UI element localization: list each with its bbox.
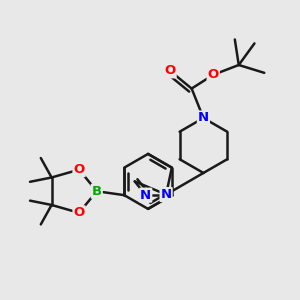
Text: N: N	[140, 189, 151, 202]
Text: O: O	[208, 68, 219, 81]
Text: N: N	[198, 112, 209, 124]
Text: B: B	[92, 185, 102, 198]
Text: N: N	[160, 188, 172, 201]
Text: O: O	[74, 206, 85, 219]
Text: O: O	[74, 163, 85, 176]
Text: O: O	[164, 64, 176, 77]
